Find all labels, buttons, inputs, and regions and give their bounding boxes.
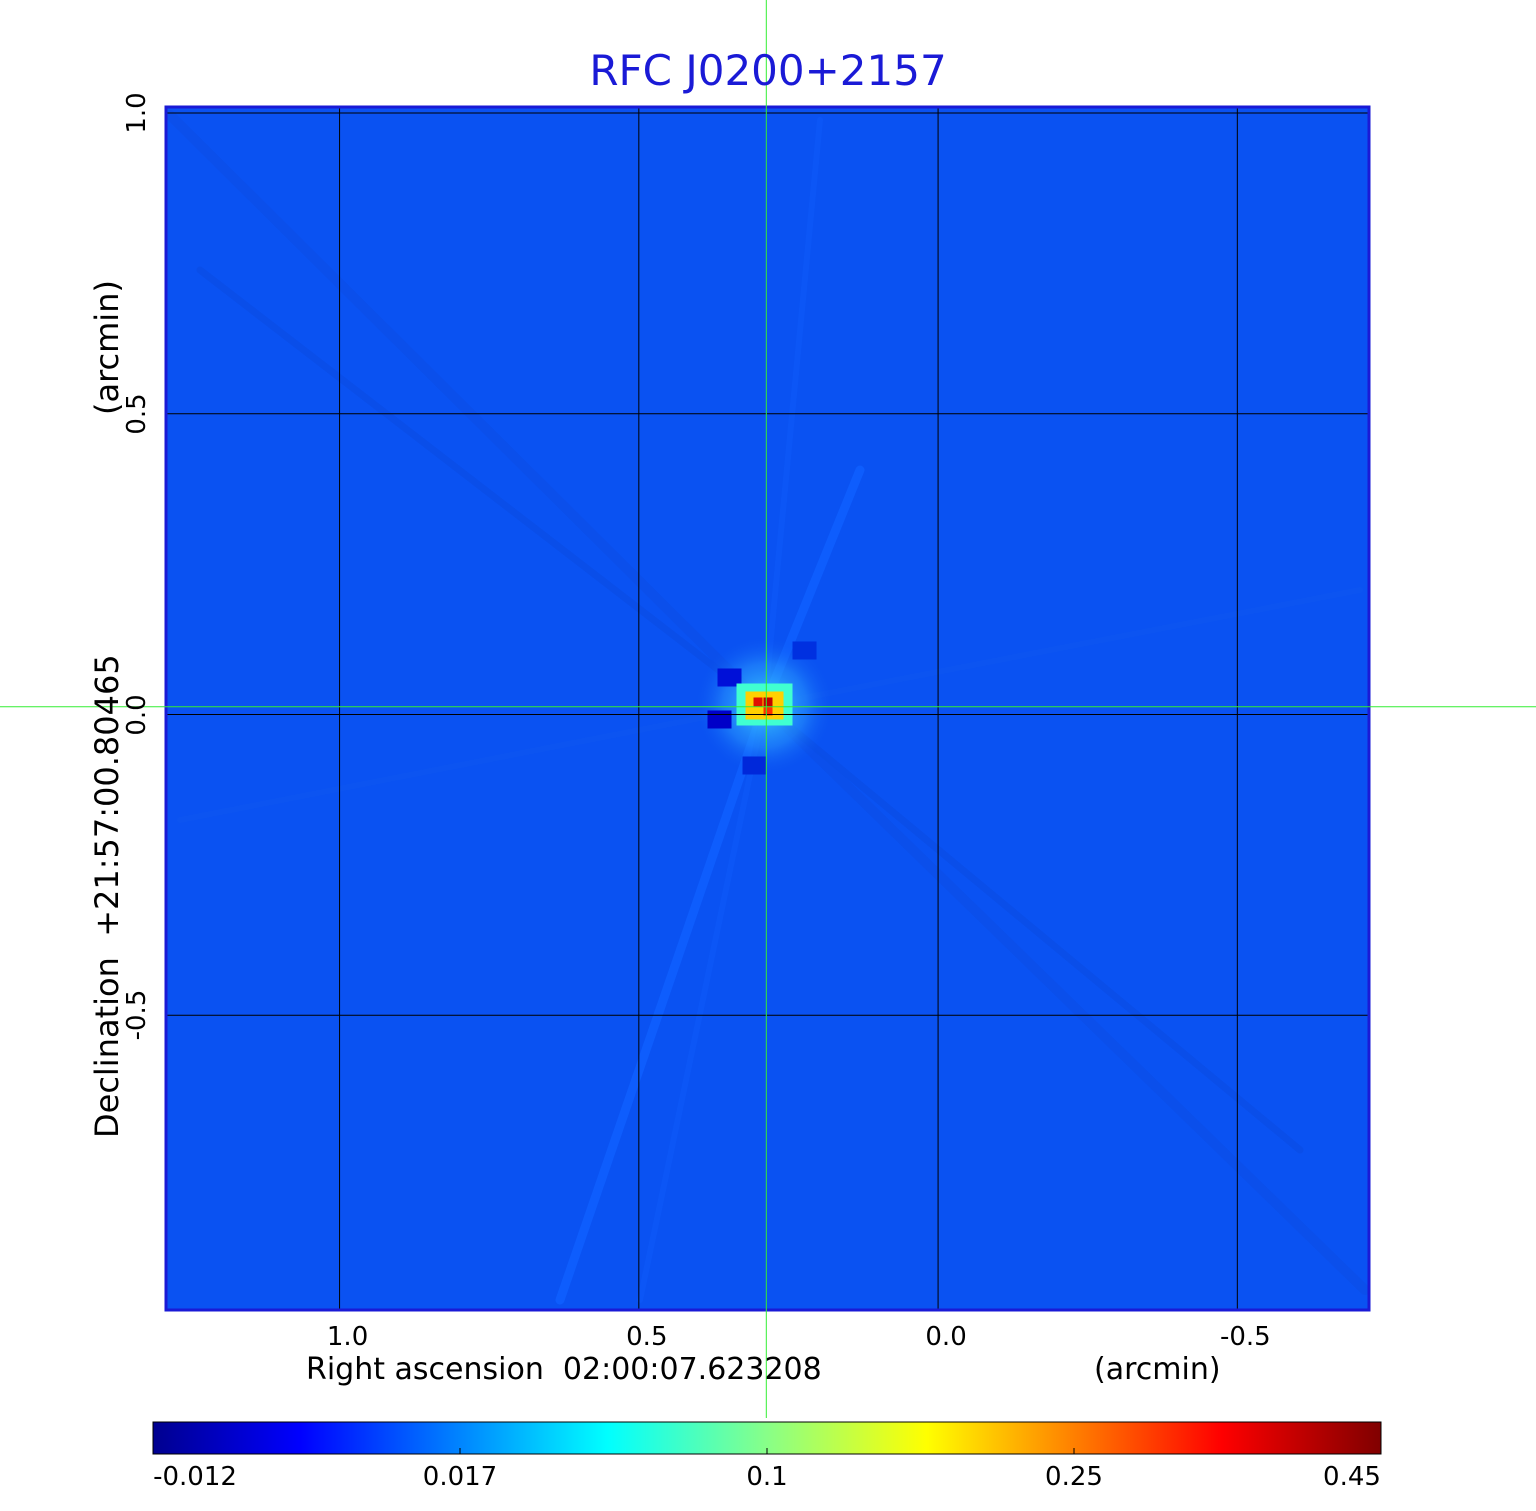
x-tick-label: 0.0 — [925, 1322, 967, 1352]
radio-source — [694, 635, 835, 776]
colorbar-tick-label: -0.012 — [153, 1462, 237, 1492]
coordinate-grid — [166, 107, 1369, 1310]
negative-sidelobe-3 — [742, 756, 767, 775]
colorbar-tick-label: 0.1 — [746, 1462, 788, 1492]
y-tick-label: 0.5 — [122, 393, 152, 435]
negative-sidelobe-2 — [792, 641, 817, 660]
sidelobe-ray-4 — [555, 700, 770, 1305]
y-axis-label: Declination +21:57:00.80465 — [88, 654, 126, 1138]
crosshair — [0, 0, 1536, 1418]
colorbar-tick-label: 0.017 — [422, 1462, 498, 1492]
negative-sidelobe-0 — [707, 710, 732, 729]
chart-title: RFC J0200+2157 — [589, 46, 947, 95]
colorbar-tick-label: 0.25 — [1045, 1462, 1103, 1492]
source-peak-pixel-0 — [753, 697, 763, 707]
sidelobe-ray-6 — [637, 702, 768, 1303]
source-peak-pixel-2 — [763, 706, 773, 716]
y-axis-unit: (arcmin) — [88, 280, 126, 415]
plot-frame — [164, 105, 1371, 1312]
sidelobe-ray-3 — [761, 701, 1304, 1154]
colorbar-tick-label: 0.45 — [1323, 1462, 1381, 1492]
y-tick-label: -0.5 — [122, 989, 152, 1041]
x-tick-label: -0.5 — [1219, 1322, 1271, 1352]
sidelobe-ray-7 — [761, 117, 823, 709]
sidelobe-ray-0 — [166, 110, 770, 711]
x-axis-label: Right ascension 02:00:07.623208 — [306, 1352, 822, 1387]
colorbar-tick-marks — [152, 1448, 1382, 1454]
x-tick-label: 0.5 — [626, 1322, 668, 1352]
sidelobe-artifacts — [166, 110, 1369, 1305]
x-tick-label: 1.0 — [326, 1322, 369, 1352]
y-tick-label: 1.0 — [122, 92, 152, 134]
sidelobe-ray-8 — [761, 587, 1363, 709]
negative-sidelobe-1 — [717, 668, 742, 687]
sidelobe-ray-2 — [196, 266, 769, 709]
x-axis-unit: (arcmin) — [1094, 1352, 1221, 1387]
sidelobe-ray-9 — [177, 702, 768, 823]
sidelobe-ray-1 — [759, 700, 1369, 1295]
y-tick-label: 0.0 — [122, 693, 152, 736]
source-peak-pixel-1 — [763, 697, 773, 707]
